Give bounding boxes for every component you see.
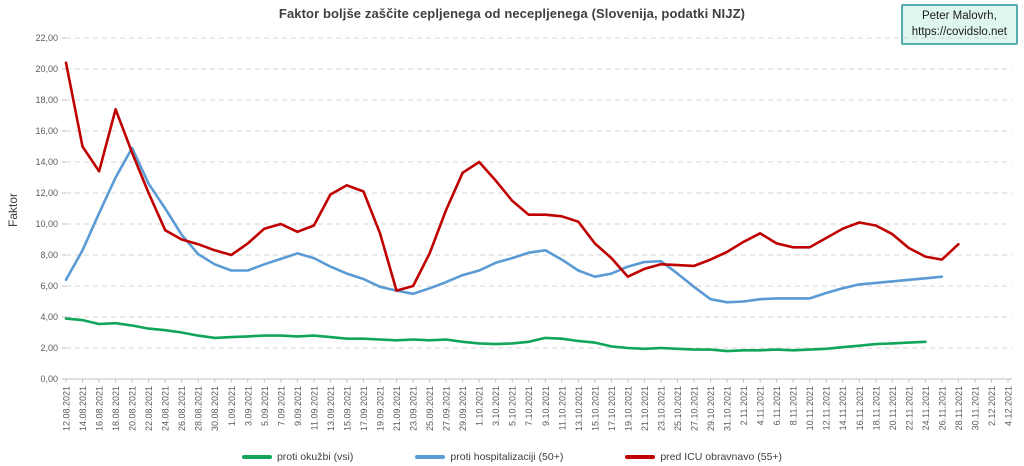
x-tick-label: 17.10.2021 (607, 386, 617, 431)
y-tick-label: 2,00 (40, 343, 58, 353)
x-tick-label: 15.10.2021 (590, 386, 600, 431)
legend-label: proti hospitalizaciji (50+) (450, 451, 564, 463)
x-tick-label: 25.10.2021 (673, 386, 683, 431)
x-tick-label: 8.11.2021 (789, 386, 799, 425)
y-tick-label: 10,00 (35, 219, 58, 229)
x-tick-label: 22.11.2021 (904, 386, 914, 430)
x-tick-label: 21.09.2021 (392, 386, 402, 431)
attribution-url: https://covidslo.net (911, 25, 1007, 38)
x-tick-label: 18.11.2021 (871, 386, 881, 430)
legend-item-infection: proti okužbi (vsi) (241, 451, 354, 463)
x-tick-label: 19.10.2021 (623, 386, 633, 431)
y-tick-label: 4,00 (40, 312, 58, 322)
x-tick-label: 7.09.2021 (276, 386, 286, 426)
x-tick-label: 28.11.2021 (954, 386, 964, 430)
series-line-1 (64, 146, 944, 304)
y-tick-label: 8,00 (40, 250, 58, 260)
y-tick-label: 20,00 (35, 64, 58, 74)
x-tick-label: 23.10.2021 (656, 386, 666, 431)
x-tick-label: 28.08.2021 (194, 386, 204, 431)
y-tick-label: 0,00 (40, 374, 58, 384)
chart-title: Faktor boljše zaščite cepljenega od nece… (278, 6, 746, 21)
x-tick-label: 30.08.2021 (210, 386, 220, 431)
x-tick-label: 14.08.2021 (78, 386, 88, 431)
x-tick-label: 29.10.2021 (706, 386, 716, 431)
x-tick-label: 2.12.2021 (987, 386, 997, 426)
x-tick-label: 14.11.2021 (838, 386, 848, 430)
y-tick-label: 16,00 (35, 126, 58, 136)
x-tick-label: 13.09.2021 (326, 386, 336, 431)
x-tick-label: 11.10.2021 (557, 386, 567, 430)
blue-line-swatch (415, 455, 446, 459)
x-tick-label: 3.10.2021 (491, 386, 501, 426)
x-tick-label: 17.09.2021 (359, 386, 369, 431)
x-tick-label: 5.09.2021 (260, 386, 270, 426)
y-tick-label: 14,00 (35, 157, 58, 167)
x-tick-label: 1.09.2021 (227, 386, 237, 426)
x-tick-label: 19.09.2021 (376, 386, 386, 431)
legend-item-hospitalization: proti hospitalizaciji (50+) (415, 451, 563, 463)
x-tick-label: 12.08.2021 (62, 386, 72, 431)
x-tick-label: 3.09.2021 (243, 386, 253, 426)
x-tick-label: 24.11.2021 (921, 386, 931, 430)
x-tick-label: 21.10.2021 (640, 386, 650, 431)
red-line-swatch (625, 455, 656, 459)
x-tick-label: 29.09.2021 (458, 386, 468, 431)
x-tick-label: 26.11.2021 (937, 386, 947, 430)
y-tick-label: 18,00 (35, 95, 58, 105)
x-tick-label: 4.12.2021 (1004, 386, 1014, 426)
series-line-0 (64, 317, 927, 353)
attribution-author: Peter Malovrh, (921, 10, 997, 22)
x-tick-label: 16.11.2021 (855, 386, 865, 430)
x-tick-label: 20.11.2021 (888, 386, 898, 430)
attribution-box: Peter Malovrh, https://covidslo.net (900, 4, 1018, 46)
x-tick-label: 15.09.2021 (342, 386, 352, 431)
x-tick-label: 9.10.2021 (541, 386, 551, 426)
x-tick-label: 1.10.2021 (475, 386, 485, 426)
x-tick-label: 12.11.2021 (822, 386, 832, 430)
green-line-swatch (241, 455, 272, 459)
x-tick-label: 9.09.2021 (293, 386, 303, 426)
x-tick-label: 25.09.2021 (425, 386, 435, 431)
y-tick-label: 6,00 (40, 281, 58, 291)
x-tick-label: 10.11.2021 (805, 386, 815, 430)
y-tick-label: 22,00 (35, 33, 58, 43)
x-tick-label: 27.09.2021 (442, 386, 452, 431)
x-tick-label: 20.08.2021 (128, 386, 138, 431)
x-tick-label: 24.08.2021 (161, 386, 171, 431)
x-tick-label: 4.11.2021 (756, 386, 766, 425)
y-tick-label: 12,00 (35, 188, 58, 198)
legend: proti okužbi (vsi) proti hospitalizaciji… (0, 451, 1024, 463)
x-tick-label: 13.10.2021 (574, 386, 584, 431)
x-tick-label: 16.08.2021 (95, 386, 105, 431)
x-tick-label: 2.11.2021 (739, 386, 749, 425)
x-tick-label: 23.09.2021 (409, 386, 419, 431)
x-tick-label: 18.08.2021 (111, 386, 121, 431)
x-tick-label: 6.11.2021 (772, 386, 782, 425)
x-tick-label: 27.10.2021 (690, 386, 700, 431)
x-tick-label: 22.08.2021 (144, 386, 154, 431)
legend-label: proti okužbi (vsi) (276, 451, 354, 463)
legend-label: pred ICU obravnavo (55+) (660, 451, 783, 463)
legend-item-icu: pred ICU obravnavo (55+) (625, 451, 782, 463)
x-tick-label: 5.10.2021 (508, 386, 518, 426)
x-tick-label: 7.10.2021 (524, 386, 534, 426)
x-tick-label: 31.10.2021 (723, 386, 733, 431)
x-tick-label: 26.08.2021 (177, 386, 187, 431)
x-tick-label: 30.11.2021 (970, 386, 980, 430)
series-line-2 (64, 61, 960, 292)
x-tick-label: 11.09.2021 (309, 386, 319, 430)
